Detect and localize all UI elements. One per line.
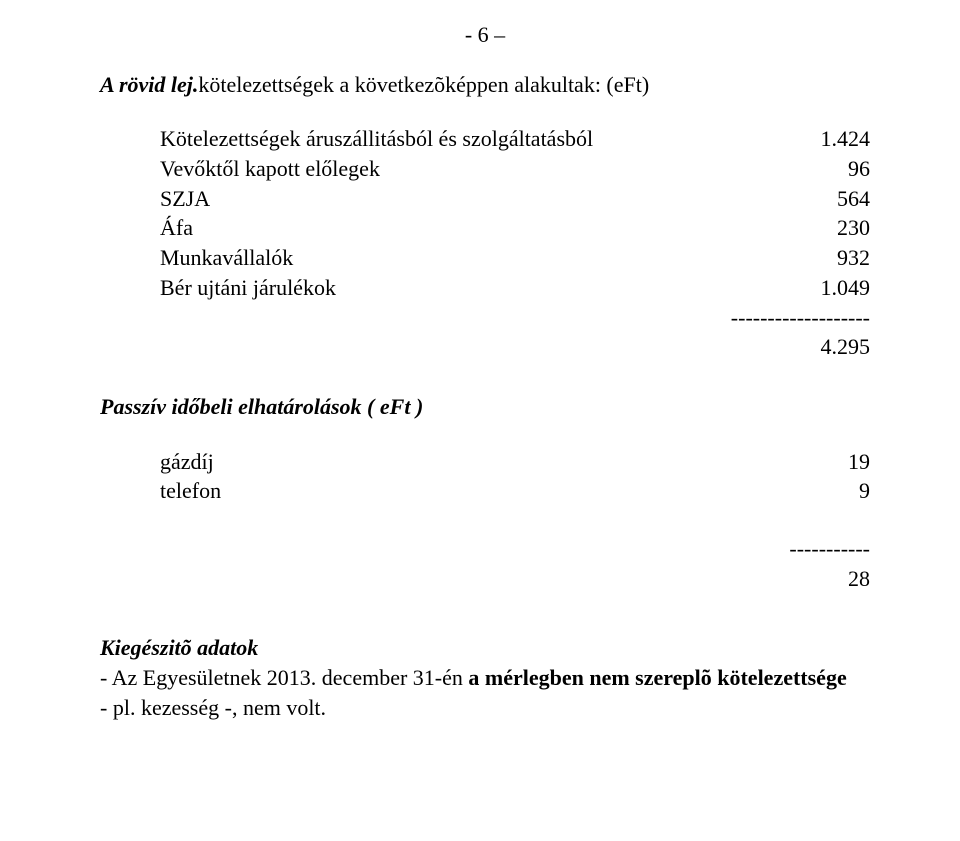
row-value: 564 bbox=[670, 184, 870, 214]
passive-title: Passzív időbeli elhatárolások ( eFt ) bbox=[100, 392, 870, 422]
separator: ------------------- bbox=[670, 303, 870, 333]
kieg-line1-part1: - Az Egyesületnek 2013. december 31-én bbox=[100, 665, 468, 690]
separator: ----------- bbox=[670, 534, 870, 564]
row-label: Vevőktől kapott előlegek bbox=[160, 154, 670, 184]
total-row: 28 bbox=[160, 564, 870, 594]
document-page: - 6 – A rövid lej.kötelezettségek a köve… bbox=[0, 0, 960, 841]
kieg-title: Kiegészitõ adatok bbox=[100, 633, 870, 663]
row-label: Kötelezettségek áruszállitásból és szolg… bbox=[160, 124, 670, 154]
row-value: 932 bbox=[670, 243, 870, 273]
table-row: SZJA 564 bbox=[160, 184, 870, 214]
intro-rest: kötelezettségek a következõképpen alakul… bbox=[198, 72, 649, 97]
row-value: 19 bbox=[670, 447, 870, 477]
page-number: - 6 – bbox=[100, 20, 870, 50]
table-row: Munkavállalók 932 bbox=[160, 243, 870, 273]
row-label: Bér ujtáni járulékok bbox=[160, 273, 670, 303]
kieg-line1-bold: a mérlegben nem szereplõ kötelezettsége bbox=[468, 665, 846, 690]
total-value: 4.295 bbox=[670, 332, 870, 362]
intro-bold: A rövid lej. bbox=[100, 72, 198, 97]
kieg-line1: - Az Egyesületnek 2013. december 31-én a… bbox=[100, 663, 870, 693]
table-row: gázdíj 19 bbox=[160, 447, 870, 477]
table-row: telefon 9 bbox=[160, 476, 870, 506]
row-value: 1.424 bbox=[670, 124, 870, 154]
intro-line: A rövid lej.kötelezettségek a következõk… bbox=[100, 70, 870, 100]
separator-row: ------------------- bbox=[160, 303, 870, 333]
row-label: gázdíj bbox=[160, 447, 670, 477]
liabilities-block: Kötelezettségek áruszállitásból és szolg… bbox=[100, 124, 870, 362]
row-value: 1.049 bbox=[670, 273, 870, 303]
table-row: Áfa 230 bbox=[160, 213, 870, 243]
table-row: Kötelezettségek áruszállitásból és szolg… bbox=[160, 124, 870, 154]
kieg-line2: - pl. kezesség -, nem volt. bbox=[100, 693, 870, 723]
separator-row: ----------- bbox=[160, 534, 870, 564]
total-value: 28 bbox=[670, 564, 870, 594]
total-row: 4.295 bbox=[160, 332, 870, 362]
row-label: Áfa bbox=[160, 213, 670, 243]
table-row: Vevőktől kapott előlegek 96 bbox=[160, 154, 870, 184]
row-label: Munkavállalók bbox=[160, 243, 670, 273]
passive-block: gázdíj 19 telefon 9 ----------- 28 bbox=[100, 447, 870, 594]
row-value: 230 bbox=[670, 213, 870, 243]
row-value: 96 bbox=[670, 154, 870, 184]
row-value: 9 bbox=[670, 476, 870, 506]
row-label: telefon bbox=[160, 476, 670, 506]
table-row: Bér ujtáni járulékok 1.049 bbox=[160, 273, 870, 303]
kieg-block: Kiegészitõ adatok - Az Egyesületnek 2013… bbox=[100, 633, 870, 722]
row-label: SZJA bbox=[160, 184, 670, 214]
